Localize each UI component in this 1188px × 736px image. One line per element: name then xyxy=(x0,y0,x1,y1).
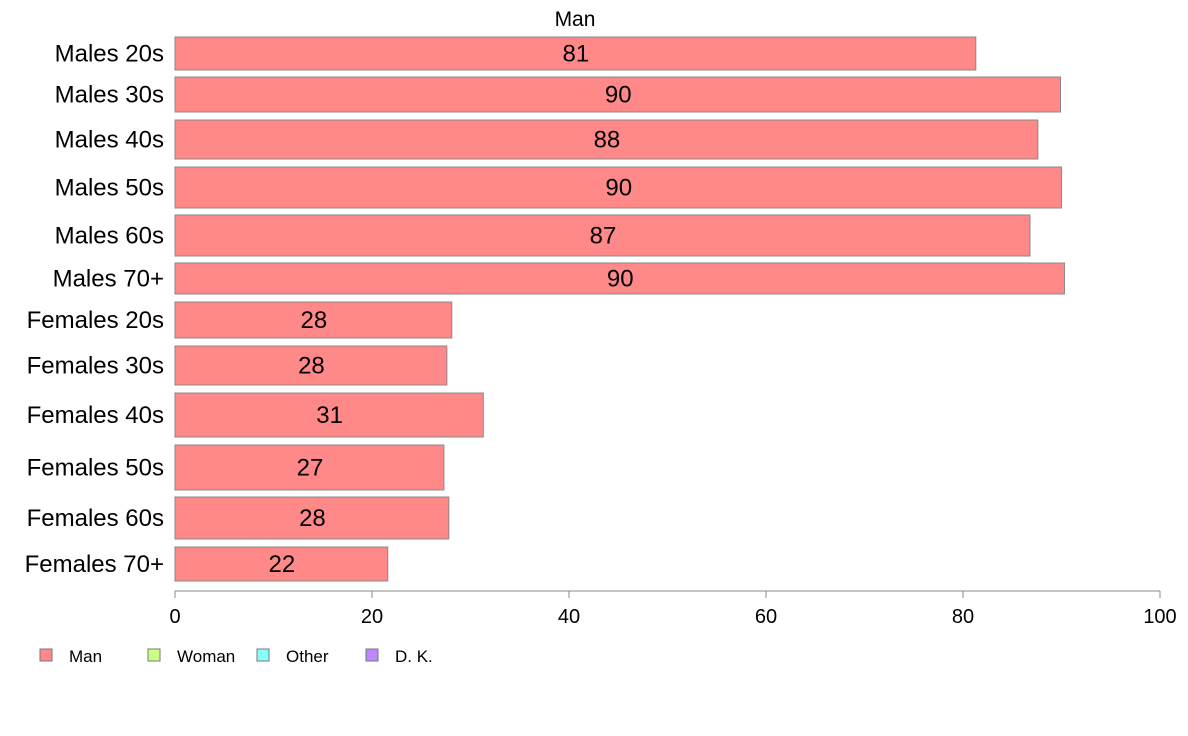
category-label: Males 40s xyxy=(55,127,164,154)
bar-value-label: 90 xyxy=(605,82,632,109)
category-label: Females 40s xyxy=(27,402,164,429)
bar-value-label: 87 xyxy=(590,223,617,250)
x-tick-label: 40 xyxy=(558,606,580,628)
legend-label: D. K. xyxy=(395,647,433,666)
legend-swatch xyxy=(365,648,379,662)
category-labels: Males 20s Males 30s Males 40s Males 50s Male… xyxy=(25,41,164,579)
bar xyxy=(174,444,445,491)
legend-label: Woman xyxy=(177,647,235,666)
category-label: Females 20s xyxy=(27,307,164,334)
bar xyxy=(174,301,453,339)
bar-value-label: 22 xyxy=(269,551,296,578)
bar xyxy=(174,262,1065,295)
legend: Man Woman Other D. K. xyxy=(39,647,433,666)
legend-swatch xyxy=(147,648,161,662)
category-label: Males 70+ xyxy=(53,266,164,293)
bar-value-label: 27 xyxy=(297,455,324,482)
x-tick-label: 80 xyxy=(952,606,974,628)
x-axis: 0 20 40 60 80 100 xyxy=(169,590,1177,628)
bar-value-label: 90 xyxy=(605,175,632,202)
bar-value-label: 28 xyxy=(301,307,328,334)
bar xyxy=(174,214,1031,257)
bar xyxy=(174,119,1039,160)
bar-value-label: 28 xyxy=(298,353,325,380)
category-label: Females 50s xyxy=(27,455,164,482)
legend-label: Man xyxy=(69,647,102,666)
bar-value-label: 28 xyxy=(299,505,326,532)
bars-group xyxy=(174,36,1065,582)
category-label: Females 30s xyxy=(27,353,164,380)
bar xyxy=(174,76,1062,113)
category-label: Males 50s xyxy=(55,175,164,202)
bar xyxy=(174,496,450,540)
category-label: Males 30s xyxy=(55,82,164,109)
chart-title: Man xyxy=(555,8,596,31)
bar-value-label: 88 xyxy=(594,127,621,154)
x-tick-label: 60 xyxy=(755,606,777,628)
bar-value-label: 90 xyxy=(607,266,634,293)
x-tick-label: 100 xyxy=(1143,606,1176,628)
bar xyxy=(174,166,1062,209)
x-tick-label: 0 xyxy=(169,606,180,628)
bar xyxy=(174,345,448,386)
legend-swatch xyxy=(256,648,270,662)
legend-swatch xyxy=(39,648,53,662)
bar-value-label: 81 xyxy=(563,41,590,68)
bar-value-label: 31 xyxy=(316,402,343,429)
bar xyxy=(174,36,977,71)
category-label: Males 60s xyxy=(55,223,164,250)
x-tick-label: 20 xyxy=(361,606,383,628)
category-label: Females 60s xyxy=(27,505,164,532)
legend-label: Other xyxy=(286,647,329,666)
bar xyxy=(174,546,389,582)
bar xyxy=(174,392,484,438)
category-label: Females 70+ xyxy=(25,551,164,578)
category-label: Males 20s xyxy=(55,41,164,68)
